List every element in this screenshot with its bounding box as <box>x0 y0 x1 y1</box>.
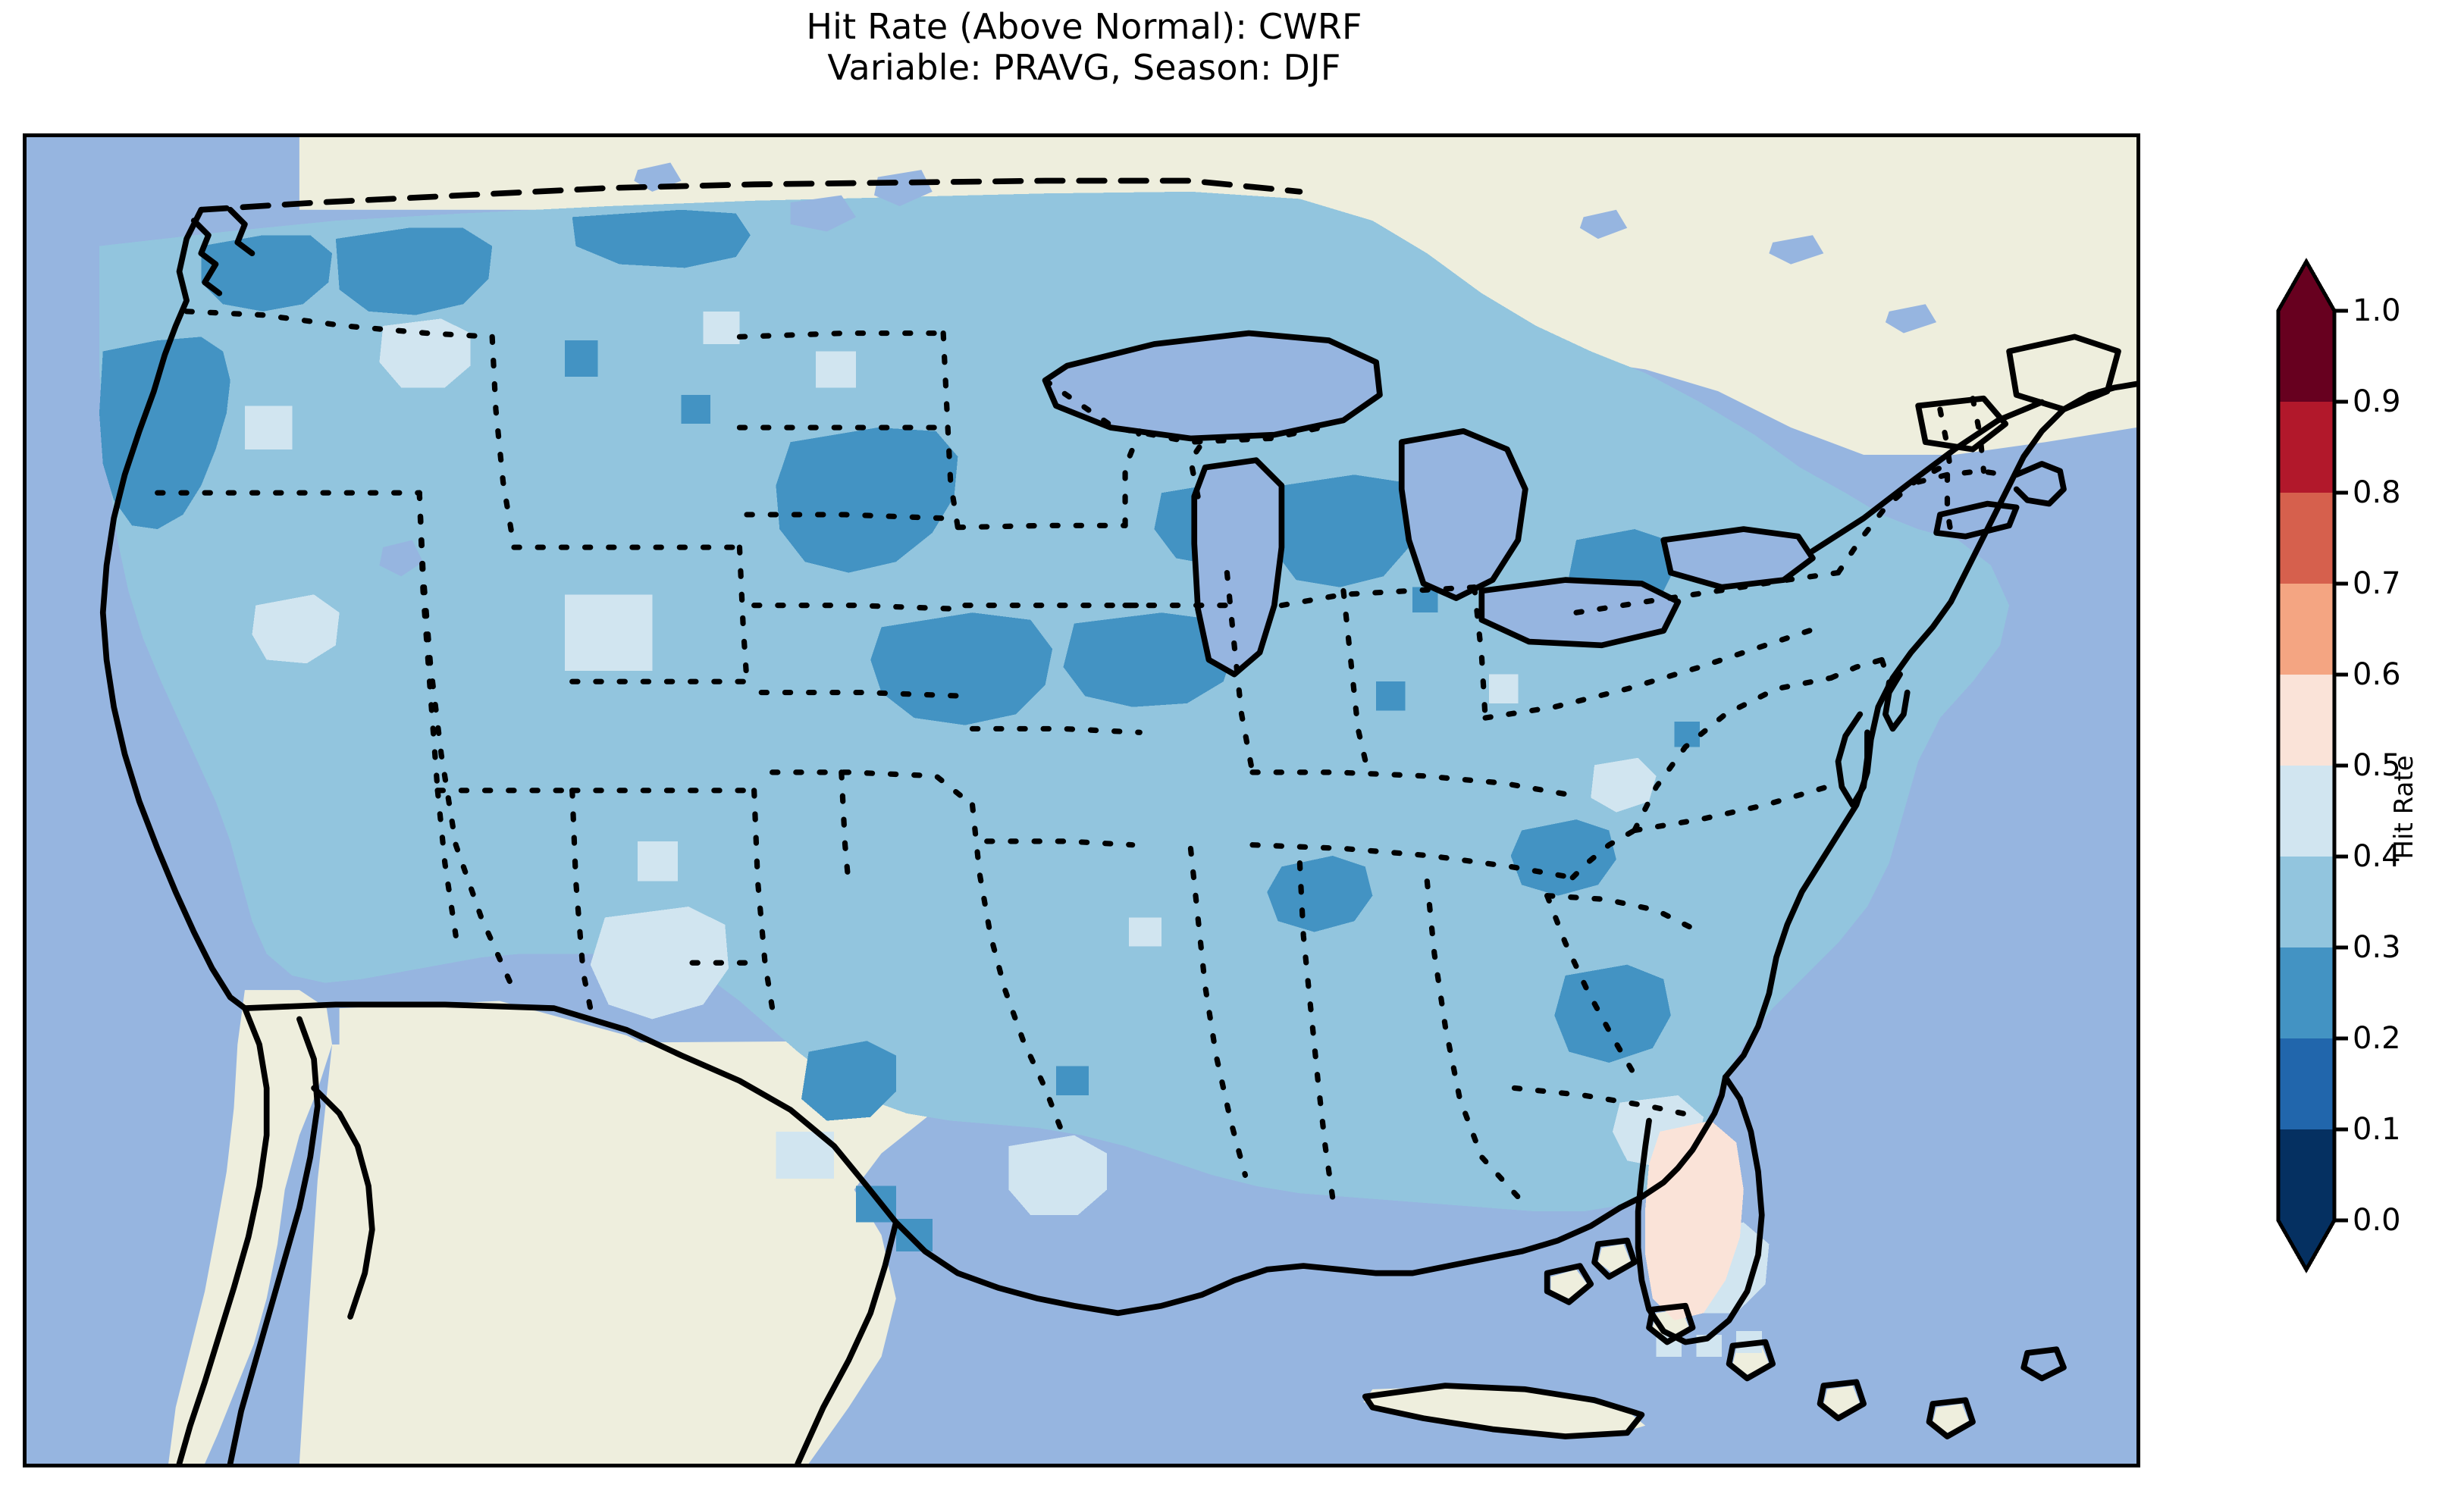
state-boundary-layer <box>155 309 2008 1200</box>
colorbar: 1.0 0.9 0.8 0.7 0.6 0.5 0.4 0.3 0.2 0.1 … <box>2263 227 2453 1387</box>
colorbar-tick-0.0: 0.0 <box>2353 1203 2401 1238</box>
colorbar-band-0.3-0.4 <box>2278 857 2334 947</box>
colorbar-tick-0.6: 0.6 <box>2353 657 2401 692</box>
colorbar-axis-label: Hit Rate <box>2389 755 2419 860</box>
colorbar-band-0.1-0.2 <box>2278 1038 2334 1129</box>
map-axes <box>23 133 2140 1467</box>
colorbar-band-0.8-0.9 <box>2278 402 2334 493</box>
colorbar-band-0.0-0.1 <box>2278 1129 2334 1220</box>
colorbar-tick-0.3: 0.3 <box>2353 930 2401 965</box>
colorbar-tick-0.1: 0.1 <box>2353 1112 2401 1147</box>
colorbar-swatches <box>2276 257 2348 1274</box>
colorbar-over-arrow <box>2278 262 2334 311</box>
colorbar-band-0.2-0.3 <box>2278 947 2334 1038</box>
band-0.2-0.3 <box>99 209 1701 1251</box>
figure-title: Hit Rate (Above Normal): CWRF Variable: … <box>0 6 2168 89</box>
coastline-layer <box>99 177 2136 1464</box>
colorbar-band-0.6-0.7 <box>2278 584 2334 675</box>
great-lakes-layer <box>379 162 1937 675</box>
colorbar-tick-0.4: 0.4 <box>2353 839 2401 874</box>
colorbar-band-0.7-0.8 <box>2278 493 2334 584</box>
colorbar-tick-0.9: 0.9 <box>2353 384 2401 419</box>
band-0.3-0.4 <box>99 191 2010 1212</box>
colorbar-tick-0.7: 0.7 <box>2353 566 2401 601</box>
colorbar-bands <box>2276 257 2337 1274</box>
colorbar-tick-0.8: 0.8 <box>2353 475 2401 510</box>
colorbar-band-0.4-0.5 <box>2278 766 2334 857</box>
colorbar-ticks <box>2334 309 2348 1223</box>
colorbar-band-0.9-1.0 <box>2278 311 2334 402</box>
colorbar-tick-1.0: 1.0 <box>2353 293 2401 328</box>
colorbar-under-arrow <box>2278 1220 2334 1270</box>
title-line-1: Hit Rate (Above Normal): CWRF <box>806 6 1362 47</box>
colorbar-tick-0.5: 0.5 <box>2353 748 2401 783</box>
band-0.5-0.6 <box>1645 1120 1744 1320</box>
title-line-2: Variable: PRAVG, Season: DJF <box>827 47 1341 89</box>
colorbar-tick-0.2: 0.2 <box>2353 1021 2401 1056</box>
colorbar-band-0.5-0.6 <box>2278 675 2334 766</box>
map-svg <box>27 137 2136 1464</box>
